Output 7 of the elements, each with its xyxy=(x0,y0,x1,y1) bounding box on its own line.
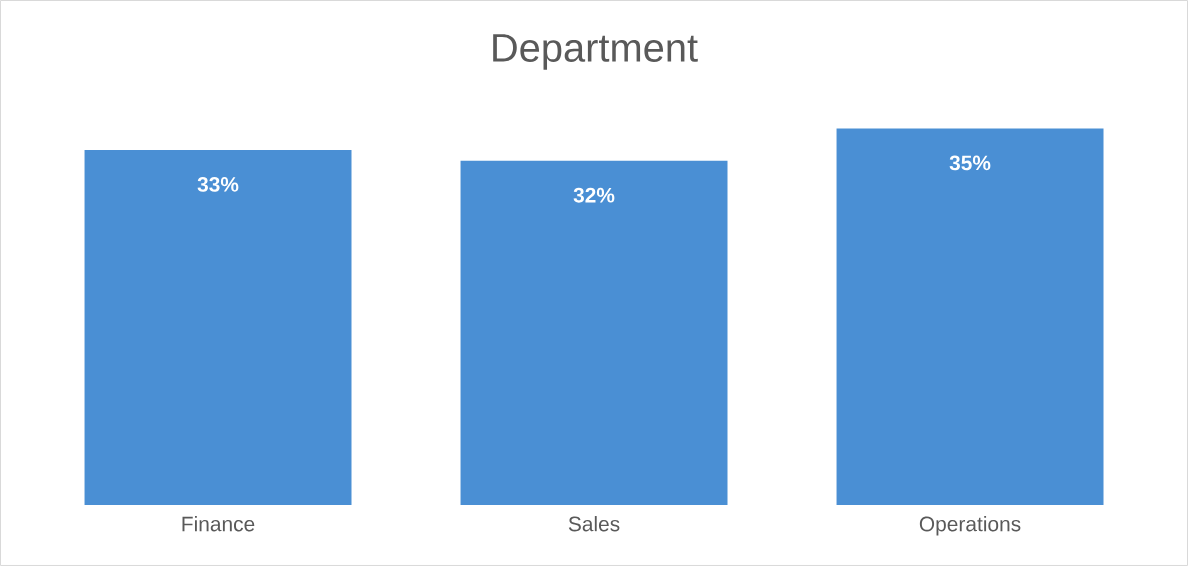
chart-title: Department xyxy=(493,34,698,70)
x-tick-label: Operations xyxy=(919,516,1021,536)
data-label: 35% xyxy=(949,155,991,171)
x-tick-label: Sales xyxy=(568,516,620,532)
data-label: 32% xyxy=(573,187,615,203)
x-tick-label: Finance xyxy=(182,516,255,532)
data-label: 33% xyxy=(197,177,239,192)
